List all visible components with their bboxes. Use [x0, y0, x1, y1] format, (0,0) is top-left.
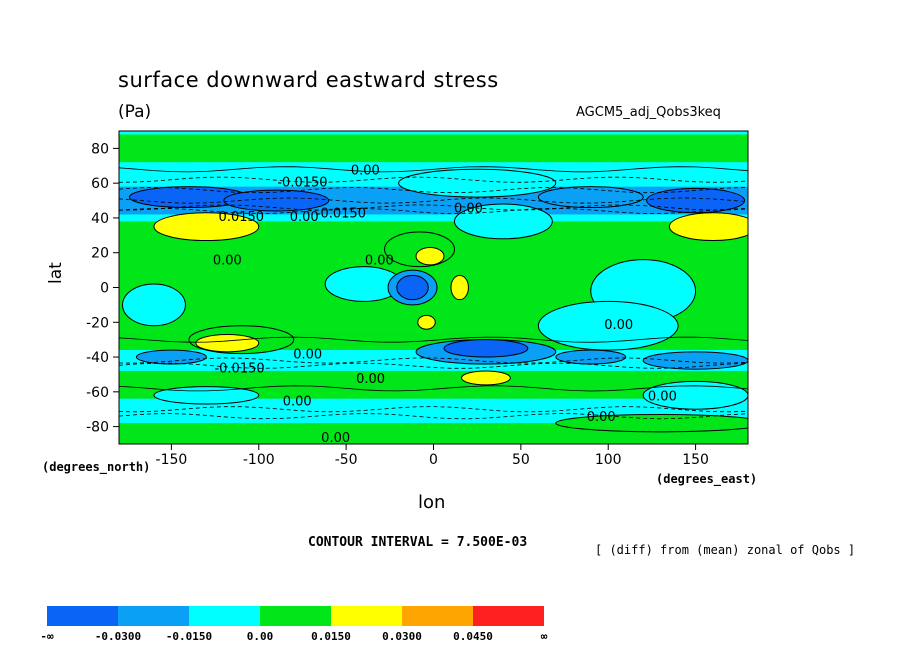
green-patch — [555, 413, 748, 433]
colorbar-label: -0.0150 — [166, 630, 212, 643]
colorbar: -∞ -0.0300 -0.0150 0.00 0.0150 0.0300 0.0450 ∞ — [40, 606, 548, 643]
contour-label: -0.0150 — [316, 207, 366, 222]
cyan-patch — [398, 168, 557, 198]
y-tick-label: -60 — [86, 385, 109, 401]
yellow-patch — [668, 212, 748, 242]
colorbar-swatch — [331, 606, 402, 626]
colorbar-label: ∞ — [541, 630, 548, 643]
contour-label: 0.00 — [648, 389, 677, 404]
contour-label: -0.0150 — [214, 361, 264, 376]
colorbar-label: -0.0300 — [95, 630, 141, 643]
cyan-band-edge — [119, 214, 748, 222]
contour-line — [119, 357, 748, 364]
contour-lines — [119, 166, 748, 420]
colorbar-swatch — [473, 606, 544, 626]
colorbar-label: 0.0300 — [382, 630, 422, 643]
contour-label: 0.00 — [213, 254, 242, 269]
yellow-patch — [417, 314, 436, 330]
x-tick-label: 50 — [512, 452, 530, 468]
contour-label: 0.00 — [283, 395, 312, 410]
colorbar-swatch — [189, 606, 260, 626]
units-label: (Pa) — [118, 102, 152, 122]
dark-blue-patch — [223, 189, 330, 212]
contour-label: -0.0150 — [277, 175, 327, 190]
contour-line — [119, 413, 748, 420]
contour-line — [119, 176, 748, 183]
contour-line — [119, 406, 748, 413]
mid-blue-patch — [135, 349, 207, 365]
contour-line — [119, 197, 748, 204]
cyan-patch — [121, 283, 186, 327]
y-tick-label: 40 — [91, 211, 109, 227]
chart-title: surface downward eastward stress — [118, 68, 499, 92]
colorbar-swatch — [47, 606, 118, 626]
y-tick-label: -40 — [86, 350, 109, 366]
colorbar-swatch — [260, 606, 331, 626]
cyan-patch — [153, 386, 260, 405]
x-tick-label: 100 — [595, 452, 622, 468]
cyan-patch — [537, 300, 679, 351]
contour-label: 0.00 — [454, 202, 483, 217]
contour-line — [119, 336, 748, 343]
contour-line — [119, 187, 748, 194]
x-tick-label: 150 — [682, 452, 709, 468]
x-units-note: (degrees_east) — [656, 472, 758, 486]
dataset-label: AGCM5_adj_Qobs3keq — [576, 105, 721, 120]
yellow-patch — [460, 370, 511, 386]
y-tick-label: 20 — [91, 246, 109, 262]
mid-blue-patch — [555, 349, 627, 365]
yellow-patch — [450, 274, 469, 301]
contour-label: 0.00 — [290, 210, 319, 225]
contour-line — [119, 166, 748, 173]
yellow-patch — [195, 333, 260, 353]
axes: -150 -100 -50 0 50 100 150 80 60 40 20 0 -20 -40 -60 -8… — [86, 141, 709, 468]
contour-label: 0.00 — [321, 431, 350, 446]
x-tick-label: 0 — [429, 452, 438, 468]
contour-label: 0.00 — [365, 254, 394, 269]
difference-note: [ (diff) from (mean) zonal of Qobs ] — [595, 543, 856, 557]
yellow-patch — [415, 247, 445, 266]
x-tick-label: -150 — [156, 452, 188, 468]
contour-label: 0.00 — [351, 163, 380, 178]
x-axis-label: lon — [418, 492, 446, 513]
green-band-polar-north — [119, 134, 748, 163]
contour-label: 0.00 — [604, 318, 633, 333]
contour-label: 0.0150 — [219, 210, 265, 225]
contour-label: 0.00 — [356, 372, 385, 387]
contour-label: 0.00 — [587, 410, 616, 425]
contour-label: 0.00 — [293, 348, 322, 363]
x-tick-label: -50 — [335, 452, 358, 468]
colorbar-label: 0.00 — [247, 630, 274, 643]
colorbar-swatch — [118, 606, 189, 626]
contour-line — [119, 362, 748, 369]
colorbar-label: -∞ — [40, 630, 54, 643]
contour-line — [119, 207, 748, 215]
colorbar-label: 0.0150 — [311, 630, 351, 643]
y-tick-label: 0 — [100, 281, 109, 297]
mid-blue-patch — [537, 186, 644, 209]
dark-blue-patch — [443, 339, 529, 358]
yellow-patch — [153, 212, 260, 242]
y-tick-label: -20 — [86, 315, 109, 331]
contour-line — [119, 385, 748, 392]
colorbar-label: 0.0450 — [453, 630, 493, 643]
dark-blue-patch — [396, 274, 429, 301]
dark-blue-patch — [646, 187, 746, 214]
y-tick-label: 60 — [91, 176, 109, 192]
colorbar-swatch — [402, 606, 473, 626]
contour-interval: CONTOUR INTERVAL = 7.500E-03 — [308, 535, 528, 550]
contour-line — [119, 204, 748, 211]
y-tick-label: 80 — [91, 141, 109, 157]
y-tick-label: -80 — [86, 420, 109, 436]
y-units-note: (degrees_north) — [42, 460, 151, 474]
x-tick-label: -100 — [243, 452, 275, 468]
